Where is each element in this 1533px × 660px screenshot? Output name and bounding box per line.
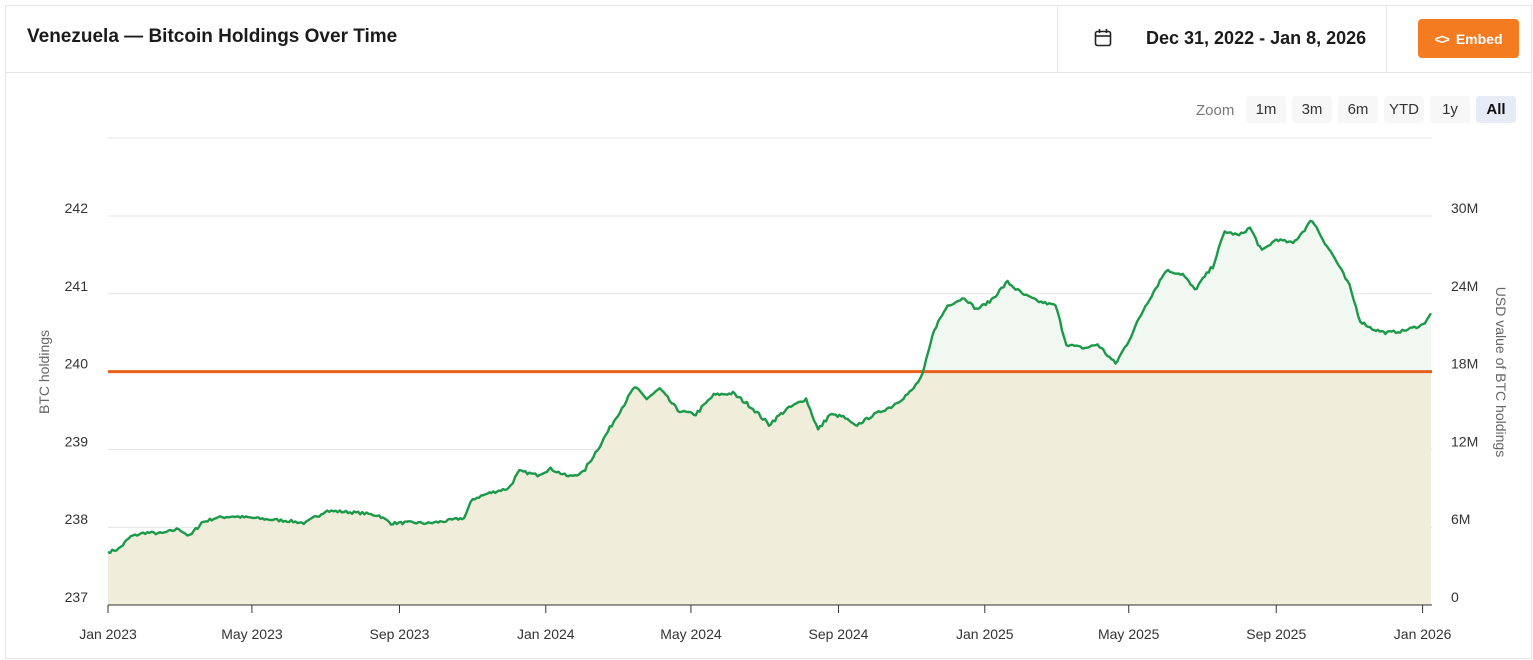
embed-button[interactable]: <> Embed — [1418, 19, 1519, 58]
area-above-threshold — [108, 220, 1431, 372]
area-below-threshold — [108, 371, 1431, 605]
y-axis-title: BTC holdings — [36, 330, 52, 414]
series-line — [107, 219, 1433, 554]
date-range-picker[interactable]: Dec 31, 2022 - Jan 8, 2026 — [1057, 6, 1387, 72]
x-tick-label: Sep 2023 — [369, 626, 429, 642]
x-tick-label: Jan 2024 — [517, 626, 575, 642]
y2-tick-label: 6M — [1451, 511, 1470, 527]
chart-title: Venezuela — Bitcoin Holdings Over Time — [27, 26, 398, 47]
zoom-6m-button[interactable]: 6m — [1338, 96, 1378, 123]
y2-tick-label: 24M — [1451, 278, 1478, 294]
y-tick-label: 239 — [65, 433, 89, 449]
zoom-1y-button[interactable]: 1y — [1430, 96, 1470, 123]
x-tick-label: Jan 2026 — [1394, 626, 1452, 642]
zoom-label: Zoom — [1196, 102, 1235, 119]
zoom-3m-button[interactable]: 3m — [1292, 96, 1332, 123]
x-axis: Jan 2023 May 2023 Sep 2023 Jan 2024 May 2024… — [79, 604, 1452, 642]
x-tick-label: May 2024 — [660, 626, 722, 642]
zoom-all-button[interactable]: All — [1476, 96, 1516, 123]
y-axis-left: 237 238 239 240 241 242 — [65, 200, 89, 605]
code-icon: <> — [1434, 30, 1449, 47]
zoom-bar: Zoom 1m 3m 6m YTD 1y All — [6, 96, 1531, 126]
y-tick-label: 241 — [65, 278, 89, 294]
embed-label: Embed — [1455, 30, 1503, 47]
zoom-ytd-button[interactable]: YTD — [1384, 96, 1424, 123]
x-tick-label: Jan 2025 — [956, 626, 1014, 642]
x-tick-label: May 2023 — [221, 626, 283, 642]
zoom-1m-button[interactable]: 1m — [1246, 96, 1286, 123]
y-tick-label: 238 — [65, 511, 89, 527]
x-tick-label: Jan 2023 — [79, 626, 137, 642]
y-axis-right: 0 6M 12M 18M 24M 30M — [1451, 200, 1478, 605]
y-tick-label: 237 — [65, 589, 89, 605]
x-tick-label: Sep 2025 — [1246, 626, 1306, 642]
y2-axis-title: USD value of BTC holdings — [1493, 287, 1509, 457]
y2-tick-label: 0 — [1451, 589, 1459, 605]
date-range-text: Dec 31, 2022 - Jan 8, 2026 — [1146, 28, 1367, 48]
y2-tick-label: 18M — [1451, 356, 1478, 372]
y-tick-label: 242 — [65, 200, 89, 216]
y2-tick-label: 12M — [1451, 433, 1478, 449]
y2-tick-label: 30M — [1451, 200, 1478, 216]
chart-header: Venezuela — Bitcoin Holdings Over Time D… — [6, 6, 1531, 73]
x-tick-label: May 2025 — [1098, 626, 1160, 642]
area-tint — [108, 371, 1431, 605]
calendar-icon — [1094, 29, 1112, 47]
x-tick-label: Sep 2024 — [808, 626, 868, 642]
y-tick-label: 240 — [65, 356, 89, 372]
